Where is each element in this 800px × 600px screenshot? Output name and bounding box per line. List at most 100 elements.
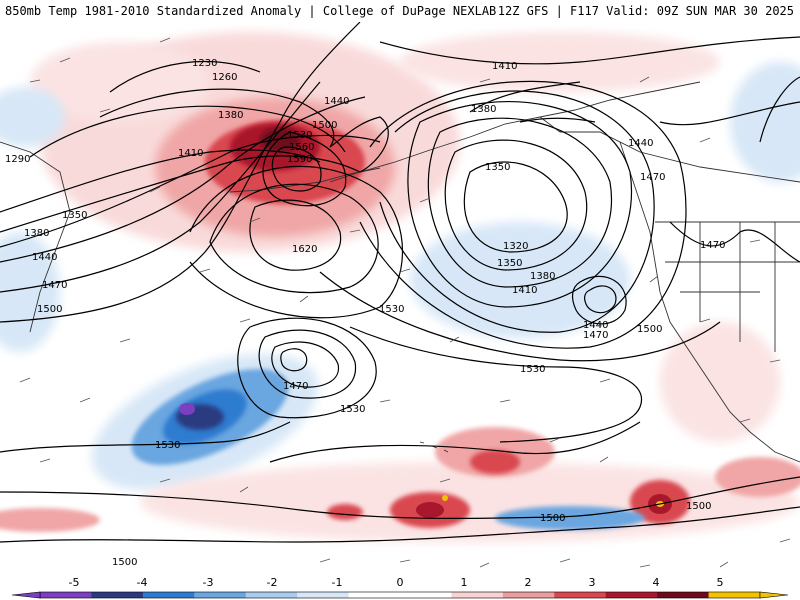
contour-label: 1500 [637, 324, 662, 335]
contour-low-1410 [407, 101, 632, 308]
contour-label: 1500 [112, 557, 137, 568]
contour-1620-ring [249, 199, 342, 271]
contour-1410-n [379, 36, 800, 65]
anomaly-colorbar: -5 -4 -3 -2 -1 0 1 2 3 4 5 [0, 576, 800, 600]
colorbar-swatch [502, 592, 555, 598]
colorbar-swatch [451, 592, 504, 598]
west-coast [619, 141, 800, 463]
contour-1470-rockies [669, 221, 800, 263]
contour-1290 [29, 105, 346, 158]
colorbar-tick: -3 [203, 576, 214, 589]
colorbar-swatch [708, 592, 761, 598]
colorbar-tick: 3 [589, 576, 596, 589]
alaska-coast [329, 81, 701, 183]
contour-1470 [0, 81, 321, 293]
contour-label: 1560 [289, 142, 314, 153]
contour-label: 1440 [628, 138, 653, 149]
cold-band-tropics [495, 506, 645, 530]
contour-low-core [280, 348, 308, 372]
us-state-lines [655, 221, 800, 352]
contour-labels: 1230 1260 1290 1350 1380 1410 1440 1470 … [5, 58, 725, 568]
colorbar-tick: 4 [653, 576, 660, 589]
contour-1410-n2 [519, 117, 596, 123]
contour-low-1380 [427, 117, 612, 288]
contour-1470-south [0, 506, 800, 543]
height-contours [0, 22, 800, 543]
contour-1230 [109, 61, 261, 93]
map-title: 850mb Temp 1981-2010 Standardized Anomal… [5, 4, 497, 18]
contour-1500-south [0, 476, 800, 520]
colorbar-tick: 1 [461, 576, 468, 589]
contour-low-1320 [463, 161, 568, 253]
contour-label: 1500 [312, 120, 337, 131]
contour-label: 1380 [530, 271, 555, 282]
contour-low-1470 [359, 80, 687, 349]
warm-band-hawaii-core [470, 450, 520, 474]
colorbar-swatch [297, 592, 350, 598]
colorbar-right-arrow [759, 591, 789, 599]
cold-anomaly-west [0, 232, 60, 352]
contour-label: 1440 [324, 96, 349, 107]
contour-label: 1440 [32, 252, 57, 263]
contour-1560-high [209, 183, 379, 294]
contour-label: 1350 [485, 162, 510, 173]
contour-label: 1530 [155, 440, 180, 451]
map-header: 850mb Temp 1981-2010 Standardized Anomal… [0, 0, 800, 22]
contour-1500-west [0, 22, 361, 323]
contour-label: 1470 [283, 381, 308, 392]
contour-1530-sw [0, 421, 291, 453]
colorbar-tick: -2 [267, 576, 278, 589]
cold-anomaly-max [179, 403, 195, 415]
colorbar-swatch [194, 592, 247, 598]
contour-1260 [99, 88, 335, 148]
contour-label: 1350 [497, 258, 522, 269]
contour-label: 1530 [287, 130, 312, 141]
warm-anomaly-bering-max [260, 128, 300, 152]
contour-vortex-1 [584, 285, 617, 314]
colorbar-swatch [142, 592, 195, 598]
contour-label: 1530 [379, 304, 404, 315]
contour-1350 [0, 149, 321, 213]
colorbar-tick: -1 [332, 576, 343, 589]
contour-label: 1350 [62, 210, 87, 221]
contour-label: 1410 [492, 61, 517, 72]
contour-label: 1320 [503, 241, 528, 252]
colorbar-swatch [91, 592, 144, 598]
contour-label: 1470 [700, 240, 725, 251]
contour-1470-low-ring [271, 341, 340, 388]
contour-1530-central [349, 326, 643, 443]
contour-label: 1470 [583, 330, 608, 341]
colorbar-swatch [605, 592, 658, 598]
warm-anomaly-north [400, 32, 720, 92]
contour-label: 1230 [192, 58, 217, 69]
colorbar-swatch [554, 592, 607, 598]
colorbar-swatch [40, 592, 92, 598]
model-run-info: 12Z GFS | F117 Valid: 09Z SUN MAR 30 202… [497, 4, 794, 18]
contour-1350-ne [759, 76, 800, 143]
warm-band-sw [0, 508, 100, 532]
contour-label: 1440 [583, 320, 608, 331]
wind-barbs [19, 37, 791, 568]
colorbar-tick: 0 [397, 576, 404, 589]
contour-label: 1500 [686, 501, 711, 512]
contour-1590-ring [271, 146, 322, 192]
contour-1410 [0, 134, 381, 248]
contour-label: 1530 [520, 364, 545, 375]
colorbar-swatch [400, 592, 452, 598]
colorbar-ticks: -5 -4 -3 -2 -1 0 1 2 3 4 5 [69, 576, 724, 589]
colorbar-swatch [657, 592, 710, 598]
contour-vortex-2 [571, 275, 627, 325]
colorbar-swatches [11, 591, 789, 599]
contour-label: 1500 [540, 513, 565, 524]
colorbar-swatch [245, 592, 298, 598]
contour-1530-low-ring [237, 317, 377, 419]
warm-band-se [715, 457, 800, 497]
contour-1380 [0, 155, 361, 233]
colorbar-tick: 5 [717, 576, 724, 589]
contour-label: 1260 [212, 72, 237, 83]
cold-anomaly-nw-corner [0, 87, 65, 147]
contour-low-1350 [444, 139, 588, 271]
anomaly-shading [0, 32, 800, 542]
contour-label: 1380 [218, 110, 243, 121]
contour-1500-low-ring [258, 329, 357, 399]
